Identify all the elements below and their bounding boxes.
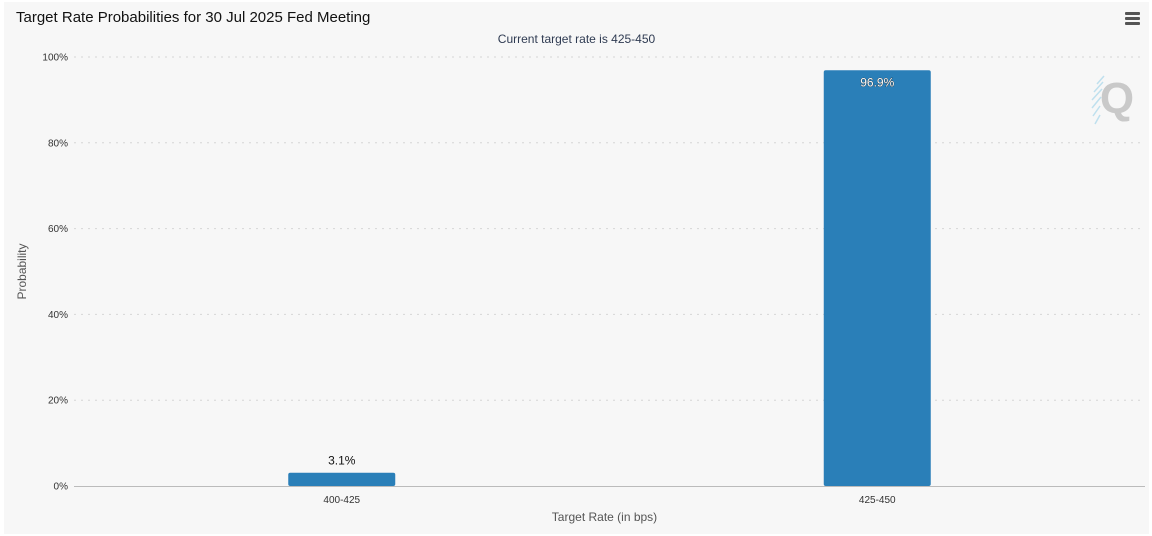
y-tick-label: 40% — [48, 310, 68, 321]
data-label: 96.9% — [860, 75, 894, 89]
chart-title: Target Rate Probabilities for 30 Jul 202… — [16, 9, 371, 26]
x-tick-label: 400-425 — [323, 495, 360, 506]
hamburger-menu-icon[interactable] — [1123, 12, 1141, 28]
chart-subtitle: Current target rate is 425-450 — [497, 32, 656, 46]
y-tick-label: 100% — [42, 53, 68, 64]
x-axis-title: Target Rate (in bps) — [552, 510, 657, 524]
y-tick-label: 0% — [54, 482, 69, 493]
bar-400-425[interactable] — [288, 472, 396, 486]
watermark-stripe — [1094, 114, 1101, 125]
watermark-stripe — [1096, 75, 1105, 85]
y-tick-label: 80% — [48, 138, 68, 149]
bar-chart: Q 0% 20% 40% 60% 80% 100% 400-425 425-450 3.1%… — [15, 53, 1145, 524]
x-tick-label: 425-450 — [859, 495, 896, 506]
watermark-stripe — [1092, 105, 1101, 117]
y-tick-label: 20% — [48, 396, 68, 407]
q-logo-icon: Q — [1091, 74, 1134, 125]
data-label: 3.1% — [328, 454, 356, 468]
chart-container: Target Rate Probabilities for 30 Jul 202… — [4, 2, 1149, 534]
y-axis-title: Probability — [15, 243, 29, 299]
watermark-stripe — [1091, 88, 1103, 101]
watermark-stripe — [1091, 96, 1102, 109]
y-tick-label: 60% — [48, 224, 68, 235]
watermark-stripe — [1093, 81, 1104, 93]
bar-425-450[interactable] — [823, 70, 931, 486]
watermark-letter: Q — [1100, 74, 1134, 123]
